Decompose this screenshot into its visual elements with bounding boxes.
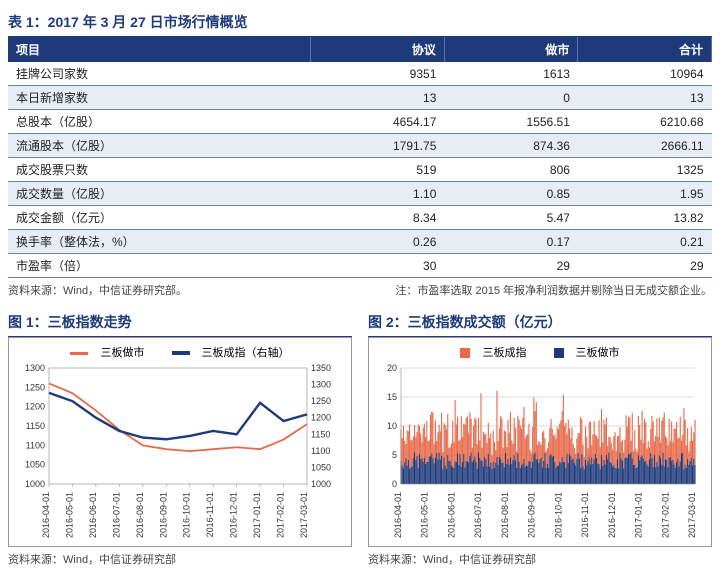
svg-text:1300: 1300 <box>311 380 331 390</box>
col-header: 合计 <box>578 37 712 62</box>
svg-text:1100: 1100 <box>26 440 45 450</box>
svg-text:2017-03-01: 2017-03-01 <box>299 492 309 538</box>
svg-text:1000: 1000 <box>25 479 45 489</box>
svg-text:2017-02-01: 2017-02-01 <box>660 492 670 538</box>
svg-text:2017-01-01: 2017-01-01 <box>634 492 644 538</box>
svg-text:1100: 1100 <box>311 446 330 456</box>
svg-text:1050: 1050 <box>25 460 45 470</box>
table-row: 成交数量（亿股）1.100.851.95 <box>8 182 712 206</box>
svg-text:2016-07-01: 2016-07-01 <box>473 492 483 538</box>
svg-text:2016-11-01: 2016-11-01 <box>205 492 215 537</box>
svg-text:10: 10 <box>387 421 397 431</box>
svg-text:2016-10-01: 2016-10-01 <box>182 492 192 538</box>
col-header: 协议 <box>311 37 445 62</box>
table-row: 换手率（整体法，%）0.260.170.21 <box>8 230 712 254</box>
chart1-box: 三板做市 三板成指（右轴） 1000 1050 1100 1150 1200 1250 13… <box>8 337 352 547</box>
svg-text:2016-06-01: 2016-06-01 <box>446 492 456 538</box>
table-row: 总股本（亿股）4654.171556.516210.68 <box>8 110 712 134</box>
table-row: 成交股票只数5198061325 <box>8 158 712 182</box>
svg-text:2017-02-01: 2017-02-01 <box>276 492 286 538</box>
svg-text:2016-06-01: 2016-06-01 <box>88 492 98 538</box>
svg-text:2016-09-01: 2016-09-01 <box>527 492 537 538</box>
table-source-row: 资料来源：Wind，中信证券研究部。 注：市盈率选取 2015 年报净利润数据并… <box>8 278 712 308</box>
svg-text:2016-12-01: 2016-12-01 <box>607 492 617 538</box>
svg-text:2016-05-01: 2016-05-01 <box>64 492 74 538</box>
svg-text:2017-01-01: 2017-01-01 <box>252 492 262 538</box>
svg-text:2016-12-01: 2016-12-01 <box>229 492 239 538</box>
svg-text:1300: 1300 <box>25 364 45 373</box>
svg-text:1250: 1250 <box>25 382 45 392</box>
svg-text:1000: 1000 <box>311 479 331 489</box>
svg-text:15: 15 <box>387 392 397 402</box>
svg-text:1050: 1050 <box>311 462 331 472</box>
chart2-legend: 三板成指 三板做市 <box>373 344 707 360</box>
svg-text:1200: 1200 <box>311 413 331 423</box>
table-row: 本日新增家数13013 <box>8 86 712 110</box>
svg-text:1150: 1150 <box>26 421 45 431</box>
table-row: 挂牌公司家数9351161310964 <box>8 62 712 86</box>
svg-text:20: 20 <box>387 364 397 373</box>
svg-text:1350: 1350 <box>311 364 331 373</box>
svg-text:2017-03-01: 2017-03-01 <box>687 492 697 538</box>
svg-text:0: 0 <box>392 479 397 489</box>
col-header: 项目 <box>8 37 311 62</box>
svg-text:2016-10-01: 2016-10-01 <box>553 492 563 538</box>
svg-text:2016-08-01: 2016-08-01 <box>135 492 145 538</box>
svg-text:2016-04-01: 2016-04-01 <box>393 492 403 538</box>
svg-text:5: 5 <box>392 450 397 460</box>
table-row: 流通股本（亿股）1791.75874.362666.11 <box>8 134 712 158</box>
svg-text:2016-09-01: 2016-09-01 <box>158 492 168 538</box>
chart2-box: 三板成指 三板做市 0 5 10 15 20 2016-04-01 2016-05-01 20… <box>368 337 712 547</box>
table-source-left: 资料来源：Wind，中信证券研究部。 <box>8 282 187 298</box>
table-row: 成交金额（亿元）8.345.4713.82 <box>8 206 712 230</box>
svg-text:1200: 1200 <box>25 402 45 412</box>
chart1-source: 资料来源：Wind，中信证券研究部 <box>8 547 352 577</box>
chart1-svg: 1000 1050 1100 1150 1200 1250 1300 1000 1050 1100… <box>13 364 343 542</box>
market-overview-table: 项目协议做市合计 挂牌公司家数9351161310964本日新增家数13013总… <box>8 37 712 278</box>
svg-text:2016-04-01: 2016-04-01 <box>41 492 51 538</box>
svg-text:2016-08-01: 2016-08-01 <box>500 492 510 538</box>
svg-text:2016-11-01: 2016-11-01 <box>580 492 590 537</box>
col-header: 做市 <box>444 37 578 62</box>
table-row: 市盈率（倍）302929 <box>8 254 712 278</box>
chart1-legend: 三板做市 三板成指（右轴） <box>13 344 347 360</box>
svg-text:1250: 1250 <box>311 396 331 406</box>
chart2-title: 图 2：三板指数成交额（亿元） <box>368 308 712 337</box>
table-source-right: 注：市盈率选取 2015 年报净利润数据并剔除当日无成交额企业。 <box>395 282 712 298</box>
table-title: 表 1：2017 年 3 月 27 日市场行情概览 <box>8 8 712 37</box>
svg-text:1150: 1150 <box>311 429 330 439</box>
chart2-source: 资料来源：Wind，中信证券研究部 <box>368 547 712 577</box>
svg-text:2016-05-01: 2016-05-01 <box>420 492 430 538</box>
svg-text:2016-07-01: 2016-07-01 <box>111 492 121 538</box>
chart2-svg: 0 5 10 15 20 2016-04-01 2016-05-01 2016-06-01 20… <box>373 364 703 542</box>
chart1-title: 图 1：三板指数走势 <box>8 308 352 337</box>
